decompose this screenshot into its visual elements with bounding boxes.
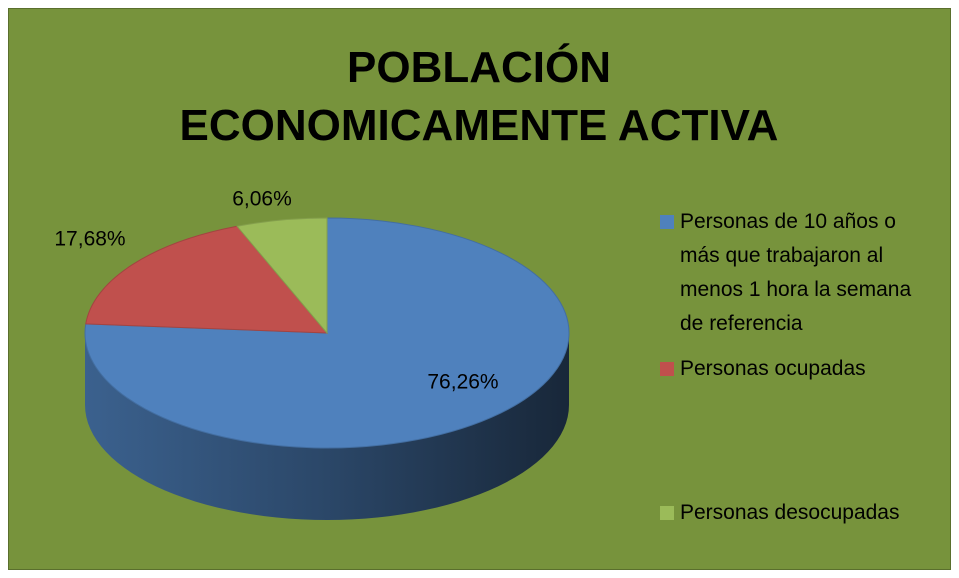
slice: [85, 225, 329, 334]
legend-entry: Personas desocupadas: [662, 496, 934, 530]
data-label: 76,26%: [427, 371, 498, 394]
legend-swatch: [660, 506, 674, 520]
legend-label: Personas de 10 años o más que trabajaron…: [680, 210, 912, 335]
legend-swatch: [660, 215, 674, 229]
slice-side: [85, 333, 569, 520]
legend-label: Personas desocupadas: [680, 501, 900, 524]
data-label: 6,06%: [232, 188, 292, 211]
slice: [236, 217, 328, 335]
legend-swatch: [660, 362, 674, 376]
legend-entry: Personas ocupadas: [662, 352, 934, 386]
legend-entry: Personas de 10 años o más que trabajaron…: [662, 205, 934, 341]
data-label: 17,68%: [54, 228, 125, 251]
chart-title: POBLACIÓN ECONOMICAMENTE ACTIVA: [179, 43, 779, 150]
legend-label: Personas ocupadas: [680, 357, 866, 380]
